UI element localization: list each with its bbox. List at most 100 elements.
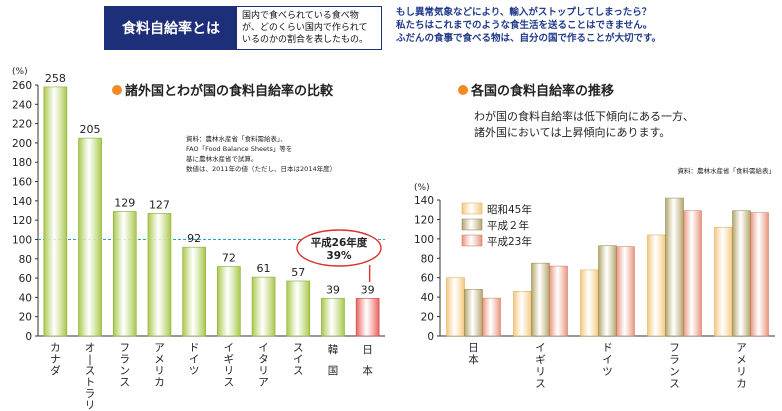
chart1-source-line: 数値は、2011年の値（ただし、日本は2014年度） bbox=[186, 164, 336, 173]
chart2-x-tick-label: ス bbox=[535, 378, 546, 390]
chart2-x-tick-label: ド bbox=[602, 342, 613, 354]
chart2-legend-label: 平成２年 bbox=[487, 219, 529, 232]
chart1-data-label: 205 bbox=[80, 123, 101, 136]
chart2-bar bbox=[683, 210, 702, 337]
chart1-data-label: 258 bbox=[45, 72, 66, 85]
chart2-legend-swatch bbox=[461, 202, 483, 215]
header-box: 食料自給率とは 国内で食べられている食べ物 が、どのくらい国内で作られて いるの… bbox=[104, 6, 382, 50]
chart1-bar bbox=[321, 298, 345, 337]
chart2-x-tick-label: ツ bbox=[602, 366, 613, 378]
header-description-line: 国内で食べられている食べ物 bbox=[242, 11, 359, 21]
chart1-x-tick-label: イ bbox=[189, 354, 200, 366]
chart1-x-tick-label: ナ bbox=[50, 354, 61, 366]
chart1-x-tick-label: ア bbox=[154, 342, 165, 354]
chart1-data-label: 57 bbox=[291, 266, 305, 279]
chart1-x-tick-label: イ bbox=[293, 354, 304, 366]
chart2-bar bbox=[598, 245, 617, 337]
chart2-x-tick-label: リ bbox=[535, 366, 546, 378]
chart2-bar bbox=[714, 226, 733, 337]
chart2-x-tick-label: ア bbox=[736, 342, 747, 354]
chart2-bar bbox=[549, 265, 568, 337]
chart2-x-tick-label: 本 bbox=[468, 353, 479, 366]
chart1-y-tick-label: 120 bbox=[12, 215, 32, 227]
chart1-title: 諸外国とわが国の食料自給率の比較 bbox=[125, 83, 334, 99]
chart2-y-tick-label: 60 bbox=[421, 273, 434, 285]
chart1-y-tick-label: 240 bbox=[12, 99, 32, 111]
chart2-bar bbox=[580, 269, 599, 337]
chart1-x-tick-label: 本 bbox=[362, 364, 373, 377]
chart2-legend-label: 平成23年 bbox=[487, 235, 532, 248]
chart1-x-tick-label: ス bbox=[85, 365, 96, 377]
chart2-bar bbox=[531, 262, 550, 337]
chart1-bar bbox=[147, 213, 172, 337]
chart2-bar bbox=[732, 210, 751, 337]
message-line: ふだんの食事で食べる物は、自分の国で作ることが大切です。 bbox=[396, 33, 662, 44]
chart1-y-tick-label: 20 bbox=[19, 312, 32, 324]
chart1-callout-line1: 平成26年度 bbox=[311, 236, 368, 249]
chart1-source-line: FAO「Food Balance Sheets」等を bbox=[186, 144, 292, 153]
chart1-x-tick-label: リ bbox=[85, 400, 96, 411]
chart1-y-tick-label: 200 bbox=[12, 138, 32, 150]
chart1-y-tick-label: 60 bbox=[19, 273, 32, 285]
chart1-x-tick-label: 韓 bbox=[328, 344, 339, 356]
chart1-x-tick-label: ス bbox=[293, 365, 304, 377]
chart2-y-tick-label: 120 bbox=[414, 214, 434, 226]
header-title: 食料自給率とは bbox=[105, 7, 237, 49]
chart2-bar bbox=[665, 197, 684, 337]
chart2-bar bbox=[750, 212, 769, 337]
chart1-data-label: 129 bbox=[114, 196, 135, 209]
header-description: 国内で食べられている食べ物 が、どのくらい国内で作られて いるのかの割合を表した… bbox=[242, 10, 380, 46]
chart1-y-tick-label: 100 bbox=[12, 234, 32, 246]
chart2-x-tick-label: ラ bbox=[669, 354, 680, 366]
chart1-x-tick-label: ア bbox=[258, 377, 269, 389]
message-line: もし異常気象などにより、輸入がストップしてしまったら？ bbox=[396, 7, 652, 18]
chart1-x-tick-label: ツ bbox=[189, 365, 200, 377]
chart2-title: 各国の食料自給率の推移 bbox=[470, 83, 614, 99]
message-line: 私たちはこれまでのような食生活を送ることはできません。 bbox=[396, 20, 653, 31]
chart1-bar bbox=[43, 86, 68, 337]
chart1-x-tick-label: ス bbox=[120, 377, 131, 389]
chart2-bar bbox=[616, 246, 635, 337]
chart1-x-tick-label: リ bbox=[224, 365, 235, 377]
chart2-x-tick-label: ン bbox=[669, 366, 680, 378]
header-description-line: が、どのくらい国内で作られて bbox=[242, 23, 368, 33]
title-bullet-icon bbox=[112, 85, 122, 95]
chart1-x-tick-label: ス bbox=[293, 342, 304, 354]
chart1-source-line: 資料：農林水産省「食料需給表」、 bbox=[186, 134, 287, 143]
chart2-x-tick-label: イ bbox=[602, 354, 613, 366]
chart1-x-tick-label: カ bbox=[50, 342, 61, 354]
chart1-x-tick-label: メ bbox=[154, 354, 165, 366]
chart2-x-tick-label: イ bbox=[535, 342, 546, 354]
chart1-x-tick-label: ラ bbox=[85, 388, 96, 400]
chart2-y-tick-label: 0 bbox=[427, 331, 434, 343]
chart1-x-tick-label: カ bbox=[154, 377, 165, 389]
chart1-data-label: 127 bbox=[149, 198, 170, 211]
chart1-y-tick-label: 140 bbox=[12, 196, 32, 208]
chart1-bar bbox=[78, 137, 102, 337]
chart2-y-tick-label: 40 bbox=[421, 292, 434, 304]
chart1-bar bbox=[182, 246, 206, 337]
chart2-bar bbox=[647, 234, 666, 337]
chart2-ylabel: (%) bbox=[414, 183, 430, 193]
chart2-subtitle-line: 諸外国においては上昇傾向にあります。 bbox=[474, 125, 670, 139]
chart1-x-tick-label: ス bbox=[224, 377, 235, 389]
chart1-callout-ellipse bbox=[296, 229, 382, 267]
chart1-bar bbox=[217, 266, 241, 337]
chart1-y-tick-label: 260 bbox=[12, 80, 32, 92]
chart1-x-tick-label: ン bbox=[120, 365, 131, 377]
chart1-x-tick-label: イ bbox=[224, 342, 235, 354]
chart2-y-tick-label: 140 bbox=[414, 195, 434, 207]
chart1-x-tick-label: リ bbox=[154, 365, 165, 377]
chart1-x-tick-label: 国 bbox=[328, 365, 339, 377]
chart2-legend-swatch bbox=[461, 218, 483, 231]
chart1-callout-line2: 39% bbox=[326, 250, 352, 262]
chart2-x-tick-label: フ bbox=[669, 342, 680, 354]
chart2-x-tick-label: リ bbox=[736, 366, 747, 378]
header-description-line: いるのかの割合を表したもの。 bbox=[242, 35, 369, 45]
title-bullet-icon bbox=[458, 85, 468, 95]
chart1-x-tick-label: タ bbox=[258, 354, 269, 366]
chart1-y-tick-label: 80 bbox=[19, 254, 32, 266]
chart1-x-tick-label: フ bbox=[120, 342, 131, 354]
chart1-x-tick-label: ギ bbox=[224, 354, 235, 366]
chart1-bar bbox=[286, 280, 311, 337]
